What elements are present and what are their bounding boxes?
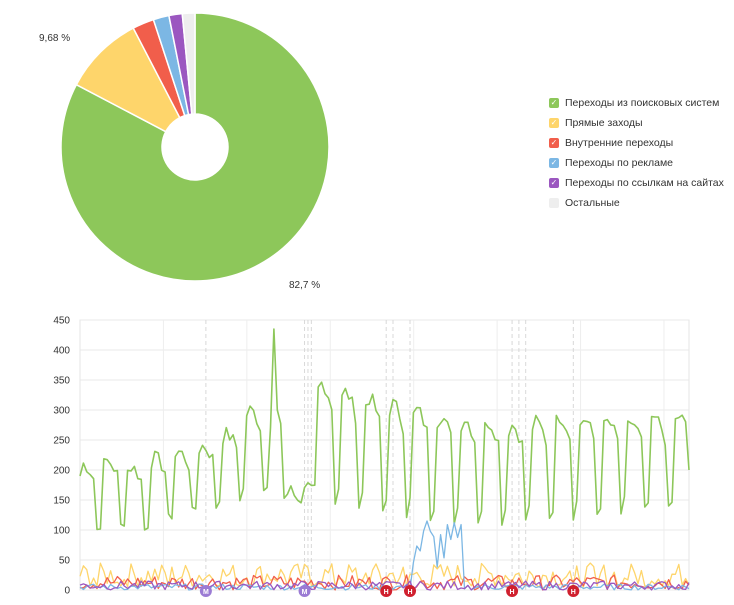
pie-label-second: 9,68 % [39, 33, 70, 44]
plot-area [79, 319, 690, 591]
traffic-sources-pie-chart: 82,7 % 9,68 % ✓ Переходы из поисковых сист… [0, 0, 734, 300]
checkbox-unchecked-icon[interactable] [549, 198, 559, 208]
y-tick-label: 450 [53, 316, 70, 327]
annotation-marker-label: Н [407, 589, 412, 596]
annotation-marker[interactable] [298, 585, 311, 597]
legend-item[interactable]: ✓ Прямые заходы [549, 113, 724, 133]
pie-chart-canvas: 82,7 % 9,68 % [39, 12, 330, 291]
pie-slice-0[interactable] [60, 12, 330, 282]
y-tick-label: 400 [53, 346, 70, 357]
legend-item[interactable]: ✓ Переходы по рекламе [549, 153, 724, 173]
line-chart-canvas: 0 50 100 150 200 250 300 350 400 450 М М Н Н Н Н [53, 316, 690, 597]
legend-item[interactable]: ✓ Переходы из поисковых систем [549, 93, 724, 113]
checkbox-checked-icon[interactable]: ✓ [549, 98, 559, 108]
y-tick-label: 150 [53, 496, 70, 507]
checkbox-checked-icon[interactable]: ✓ [549, 118, 559, 128]
annotation-marker[interactable] [380, 585, 393, 597]
checkbox-checked-icon[interactable]: ✓ [549, 138, 559, 148]
annotation-marker[interactable] [506, 585, 519, 597]
legend-label: Остальные [565, 197, 620, 209]
legend-item[interactable]: Остальные [549, 193, 724, 213]
legend-item[interactable]: ✓ Внутренние переходы [549, 133, 724, 153]
y-tick-label: 350 [53, 376, 70, 387]
checkbox-checked-icon[interactable]: ✓ [549, 158, 559, 168]
series-line-4[interactable] [79, 580, 690, 591]
annotation-marker-label: М [203, 589, 209, 596]
pie-label-main: 82,7 % [289, 280, 320, 291]
y-tick-label: 50 [59, 556, 71, 567]
legend-label: Внутренние переходы [565, 137, 674, 149]
pie-legend: ✓ Переходы из поисковых систем ✓ Прямые зах… [549, 93, 724, 213]
annotation-marker-label: М [302, 589, 308, 596]
annotation-marker-label: Н [571, 589, 576, 596]
traffic-line-chart: 0 50 100 150 200 250 300 350 400 450 М М Н Н Н Н [0, 300, 734, 600]
annotation-marker-label: Н [384, 589, 389, 596]
legend-label: Переходы по ссылкам на сайтах [565, 177, 724, 189]
annotation-marker[interactable] [567, 585, 580, 597]
legend-item[interactable]: ✓ Переходы по ссылкам на сайтах [549, 173, 724, 193]
legend-label: Прямые заходы [565, 117, 643, 129]
series-line-2[interactable] [80, 574, 690, 591]
y-tick-label: 300 [53, 406, 70, 417]
series-line-0[interactable] [79, 328, 690, 531]
legend-label: Переходы по рекламе [565, 157, 674, 169]
y-tick-label: 0 [64, 586, 70, 597]
pie-slice-5[interactable] [181, 12, 196, 115]
y-tick-label: 250 [53, 436, 70, 447]
annotation-marker-label: Н [510, 589, 515, 596]
legend-label: Переходы из поисковых систем [565, 97, 720, 109]
checkbox-checked-icon[interactable]: ✓ [549, 178, 559, 188]
annotation-marker[interactable] [199, 585, 212, 597]
y-tick-label: 100 [53, 526, 70, 537]
annotation-marker[interactable] [404, 585, 417, 597]
y-tick-label: 200 [53, 466, 70, 477]
